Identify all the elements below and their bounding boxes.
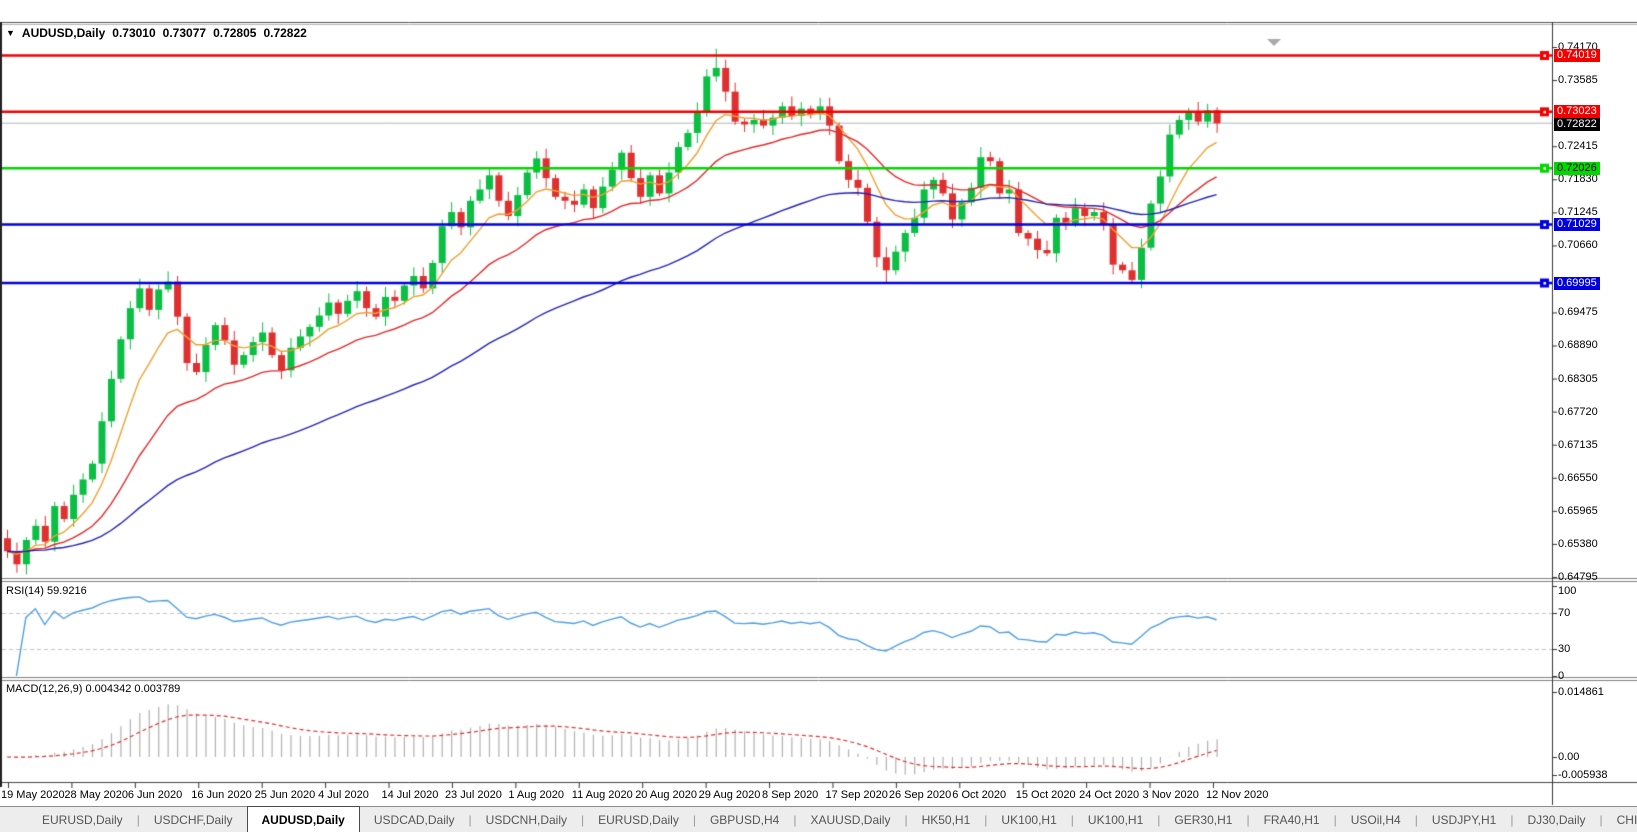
price-axis-tick: 0.68890 <box>1558 339 1598 352</box>
chart-tab-fra40-h1[interactable]: FRA40,H1 <box>1263 812 1320 827</box>
price-axis-tick: 0.65965 <box>1558 504 1598 517</box>
tab-separator: | <box>1070 812 1074 827</box>
tab-separator: | <box>1599 812 1603 827</box>
rsi-pane[interactable] <box>0 582 1552 676</box>
chart-symbol: AUDUSD,Daily <box>21 26 106 40</box>
ohlc-high: 0.73077 <box>162 26 207 40</box>
support-price-label: 0.72026 <box>1554 161 1600 175</box>
current-price-price-label: 0.72822 <box>1554 118 1600 132</box>
rsi-axis-tick: 100 <box>1558 585 1577 597</box>
chart-tab-xauusd-daily[interactable]: XAUUSD,Daily <box>810 812 891 827</box>
tab-separator: | <box>1333 812 1337 827</box>
chart-tab-gbpusd-h4[interactable]: GBPUSD,H4 <box>709 812 780 827</box>
date-axis-label: 28 May 2020 <box>64 789 129 801</box>
tab-separator: | <box>468 812 472 827</box>
tab-separator: | <box>984 812 988 827</box>
chart-tab-bar: EURUSD,Daily | USDCHF,Daily AUDUSD,Daily USD… <box>0 806 1637 832</box>
price-axis-tick: 0.72415 <box>1558 140 1598 153</box>
price-axis-tick: 0.71245 <box>1558 206 1598 219</box>
rsi-label: RSI(14) 59.9216 <box>6 585 87 597</box>
chart-tab-uk100-h1[interactable]: UK100,H1 <box>1001 812 1057 827</box>
chart-tab-dj30-daily[interactable]: DJ30,Daily <box>1527 812 1586 827</box>
date-axis-label: 14 Jul 2020 <box>381 789 439 801</box>
price-axis-tick: 0.67720 <box>1558 405 1598 418</box>
date-axis-label: 17 Sep 2020 <box>825 789 888 801</box>
chart-tab-usdcad-daily[interactable]: USDCAD,Daily <box>373 812 455 827</box>
date-axis-label: 6 Jun 2020 <box>127 789 183 801</box>
date-axis-label: 29 Aug 2020 <box>698 789 761 801</box>
ohlc-open: 0.73010 <box>112 26 156 40</box>
macd-axis-tick: 0.014861 <box>1558 686 1604 698</box>
macd-axis-tick: -0.005938 <box>1558 769 1608 781</box>
date-axis-label: 19 May 2020 <box>1 789 65 801</box>
tab-separator: | <box>581 812 585 827</box>
date-axis-label: 16 Jun 2020 <box>191 789 252 801</box>
price-pane[interactable] <box>0 24 1552 578</box>
date-axis-label: 20 Aug 2020 <box>635 789 697 801</box>
date-axis-label: 3 Nov 2020 <box>1142 789 1199 801</box>
chart-tab-usdchf-daily[interactable]: USDCHF,Daily <box>153 812 233 827</box>
date-axis-label: 15 Oct 2020 <box>1015 789 1076 801</box>
tab-separator: | <box>1157 812 1161 827</box>
tab-separator: | <box>793 812 797 827</box>
price-axis-tick: 0.73585 <box>1558 74 1598 87</box>
chart-tab-hk50-h1[interactable]: HK50,H1 <box>921 812 971 827</box>
rsi-axis-tick: 70 <box>1558 607 1571 619</box>
support-price-label: 0.69995 <box>1554 276 1600 290</box>
price-axis-tick: 0.67135 <box>1558 438 1598 451</box>
date-axis-label: 1 Aug 2020 <box>508 789 565 801</box>
chart-tab-uk100-h1[interactable]: UK100,H1 <box>1087 812 1144 827</box>
chart-tab-china300-h1[interactable]: CHINA300,H1 <box>1616 812 1637 827</box>
tab-separator: | <box>1246 812 1250 827</box>
date-axis-label: 25 Jun 2020 <box>254 789 316 801</box>
ohlc-low: 0.72805 <box>213 26 257 40</box>
macd-axis-tick: 0.00 <box>1558 751 1580 763</box>
tab-separator: | <box>692 812 696 827</box>
chart-tab-usdjpy-h1[interactable]: USDJPY,H1 <box>1431 812 1497 827</box>
tab-separator: | <box>904 812 908 827</box>
date-axis-label: 11 Aug 2020 <box>571 789 633 801</box>
date-axis-label: 26 Sep 2020 <box>888 789 952 801</box>
price-axis-tick: 0.65380 <box>1558 537 1598 550</box>
tab-separator: | <box>1414 812 1418 827</box>
chart-tab-audusd-daily[interactable]: AUDUSD,Daily <box>246 806 360 832</box>
chart-tab-usdcnh-daily[interactable]: USDCNH,Daily <box>485 812 568 827</box>
price-axis-tick: 0.71830 <box>1558 173 1598 186</box>
date-axis-label: 12 Nov 2020 <box>1205 789 1269 801</box>
date-axis-label: 6 Oct 2020 <box>952 789 1007 801</box>
macd-pane[interactable] <box>0 681 1552 782</box>
resistance-price-label: 0.74019 <box>1554 49 1600 63</box>
price-axis-tick: 0.66550 <box>1558 471 1598 484</box>
price-axis-tick: 0.70660 <box>1558 239 1598 252</box>
chart-tab-eurusd-daily[interactable]: EURUSD,Daily <box>598 812 679 827</box>
macd-label: MACD(12,26,9) 0.004342 0.003789 <box>6 683 181 695</box>
rsi-axis-tick: 0 <box>1558 670 1565 682</box>
support-price-label: 0.71029 <box>1554 218 1600 232</box>
price-axis-tick: 0.69475 <box>1558 306 1598 319</box>
ohlc-close: 0.72822 <box>263 26 307 40</box>
date-axis-label: 24 Oct 2020 <box>1079 789 1140 801</box>
chart-tab-ger30-h1[interactable]: GER30,H1 <box>1174 812 1233 827</box>
rsi-axis-tick: 30 <box>1558 643 1571 655</box>
price-axis-tick: 0.64795 <box>1558 571 1598 583</box>
chart-tab-usoil-h4[interactable]: USOil,H4 <box>1350 812 1401 827</box>
tab-separator: | <box>136 812 140 827</box>
chart-tab-eurusd-daily[interactable]: EURUSD,Daily <box>42 812 123 827</box>
date-axis-label: 23 Jul 2020 <box>444 789 502 801</box>
tab-separator: | <box>1510 812 1514 827</box>
chart-title-caret-icon: ▼ <box>6 28 15 38</box>
resistance-price-label: 0.73023 <box>1554 105 1600 119</box>
chart-title: ▼ AUDUSD,Daily 0.73010 0.73077 0.72805 0… <box>6 26 307 40</box>
price-axis-tick: 0.68305 <box>1558 372 1598 385</box>
date-axis-label: 4 Jul 2020 <box>318 789 369 801</box>
date-axis-label: 8 Sep 2020 <box>762 789 819 801</box>
